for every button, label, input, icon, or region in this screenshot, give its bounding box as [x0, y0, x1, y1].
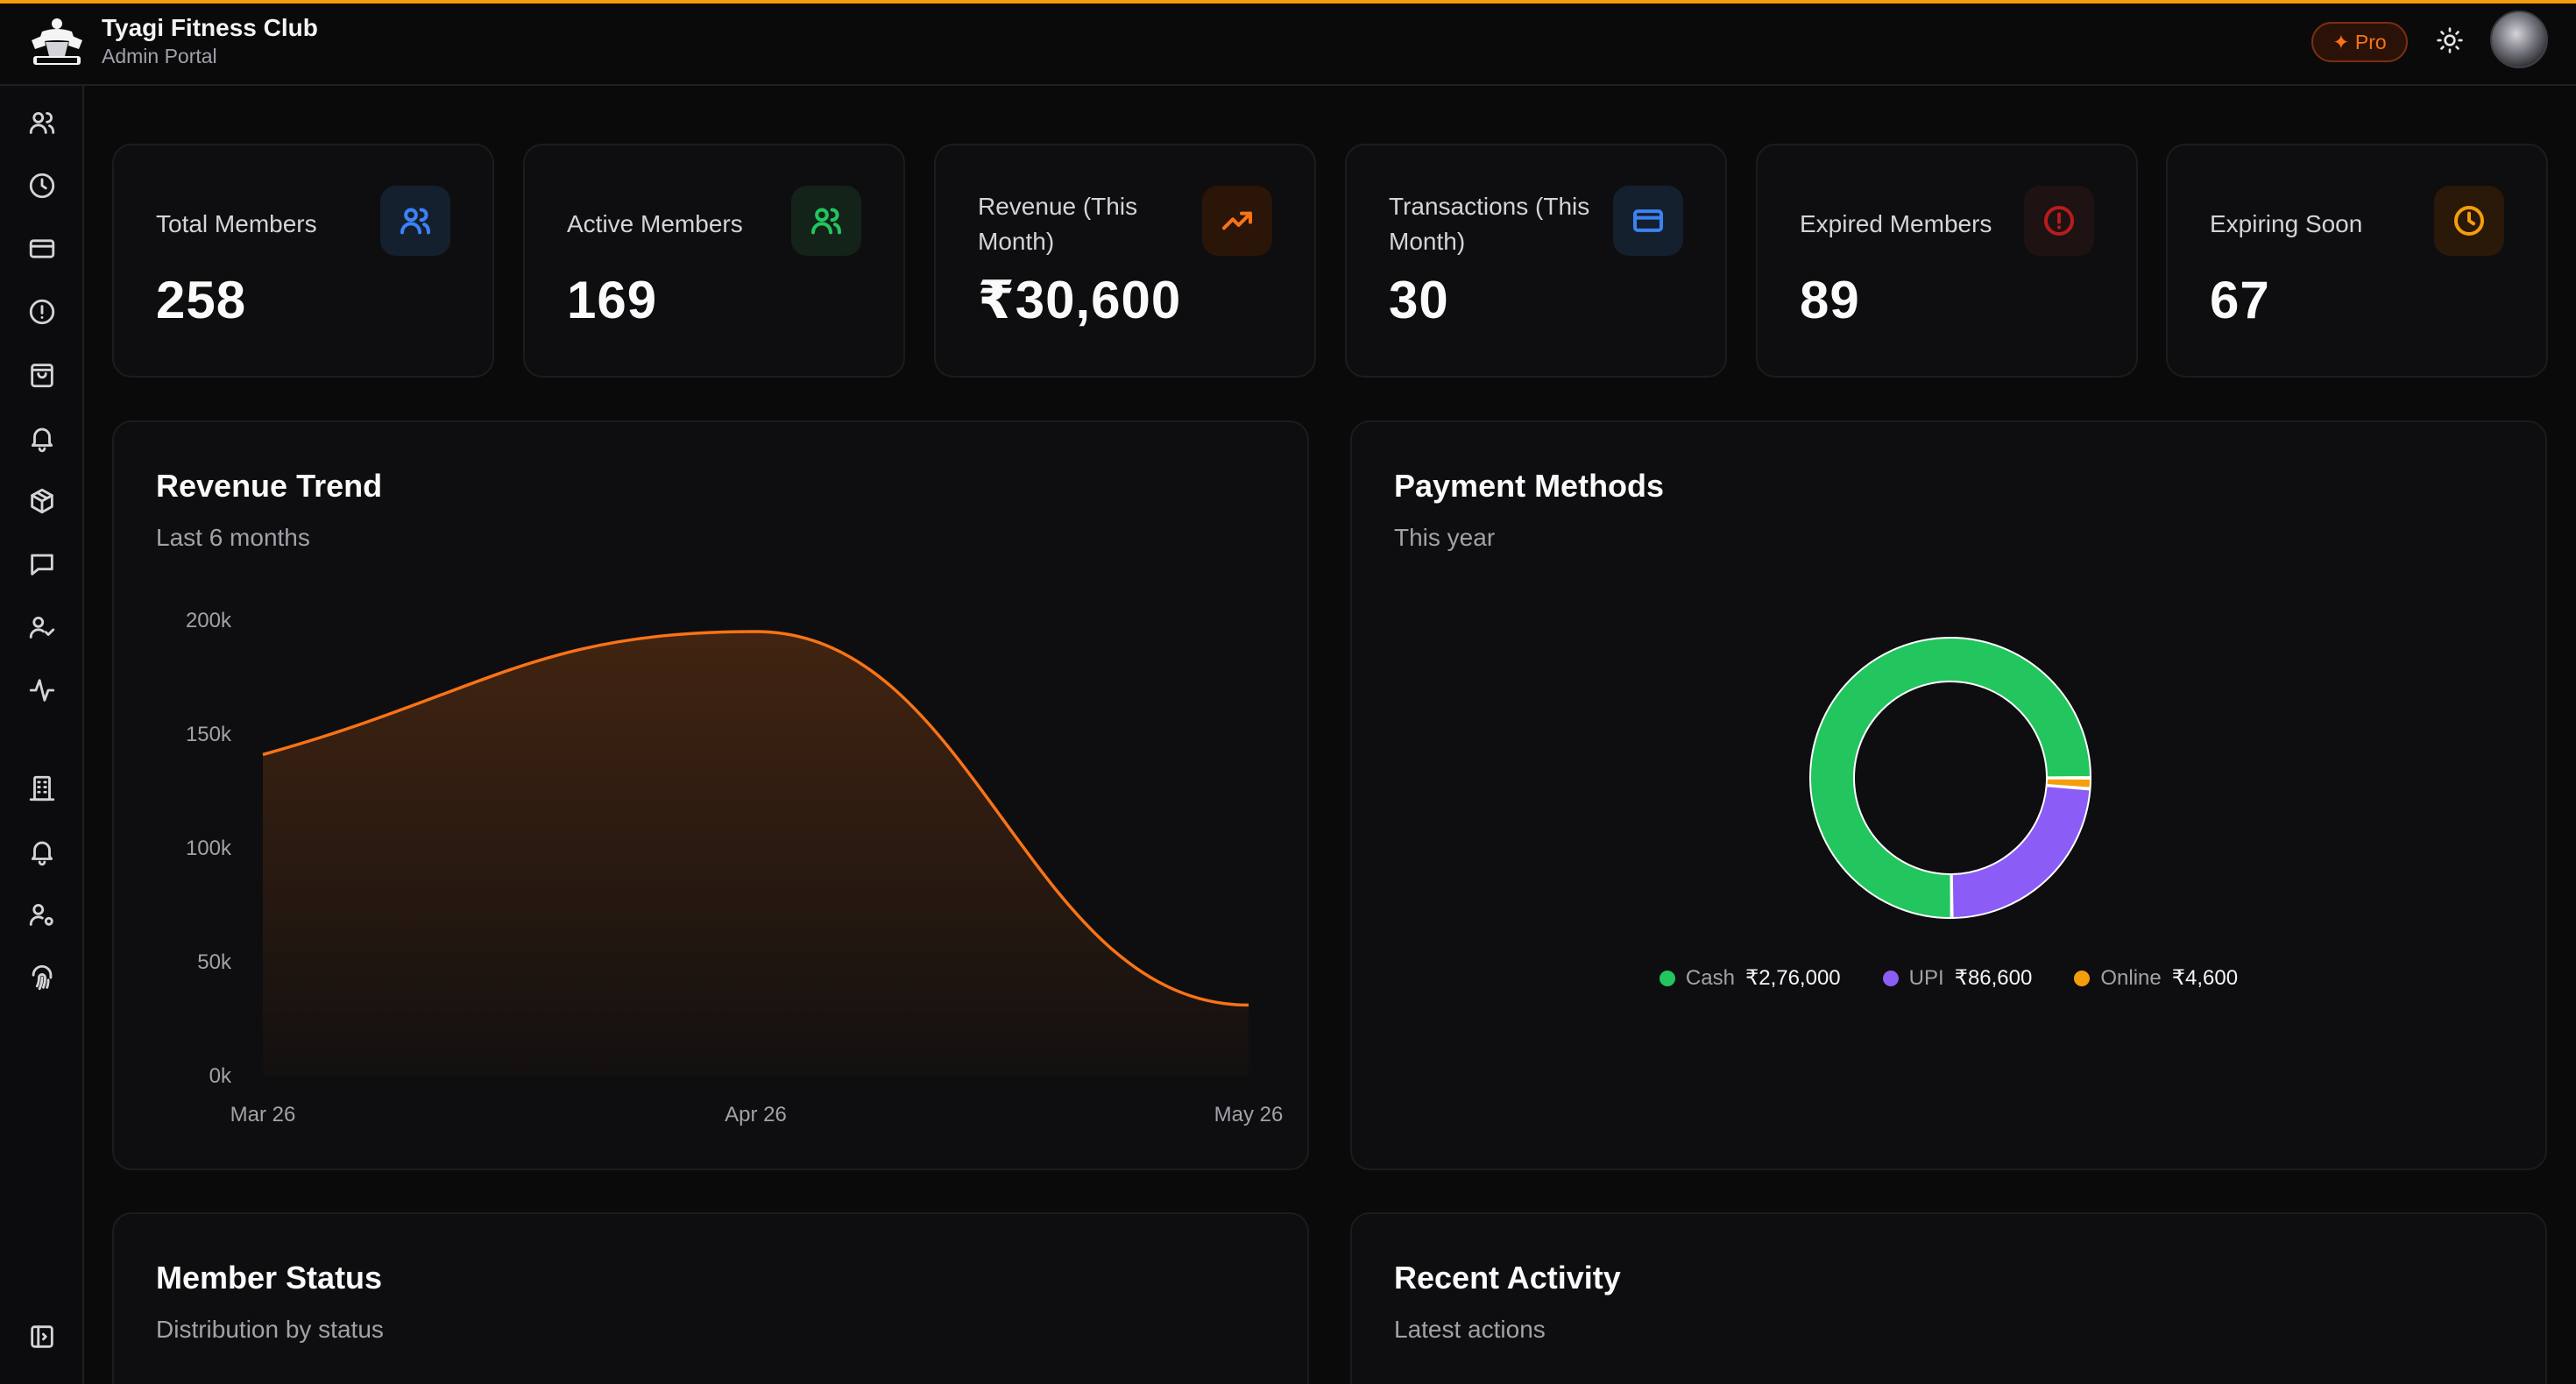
panel-toggle-icon[interactable] — [23, 1317, 61, 1356]
clock-icon — [2434, 186, 2504, 256]
card-title: Recent Activity — [1394, 1260, 1621, 1296]
legend-value: ₹2,76,000 — [1744, 966, 1841, 990]
card-title: Revenue Trend — [156, 468, 383, 504]
stat-card-active-members[interactable]: Active Members 169 — [523, 144, 905, 378]
alert-circle-icon — [2024, 186, 2094, 256]
gym-logo-icon[interactable] — [26, 16, 88, 70]
stat-card-expiring-soon[interactable]: Expiring Soon 67 — [2166, 144, 2548, 378]
package-icon[interactable] — [23, 482, 61, 520]
payment-donut-chart[interactable] — [1352, 422, 2549, 948]
card-subtitle: Distribution by status — [156, 1316, 384, 1343]
legend-label: UPI — [1908, 965, 1944, 990]
card-subtitle: Latest actions — [1394, 1316, 1546, 1343]
user-cog-icon[interactable] — [23, 895, 61, 934]
message-square-icon[interactable] — [23, 545, 61, 583]
shopping-bag-icon[interactable] — [23, 356, 61, 394]
sidebar — [0, 86, 84, 1384]
y-tick-label: 150k — [186, 723, 232, 746]
recent-activity-card: Recent Activity Latest actions — [1350, 1212, 2547, 1384]
users-icon[interactable] — [23, 103, 61, 142]
card-title: Member Status — [156, 1260, 383, 1296]
revenue-trend-card: Revenue Trend Last 6 months 0k 50k 100k 150… — [112, 420, 1309, 1170]
brand: Tyagi Fitness Club Admin Portal — [102, 12, 318, 68]
stat-label: Active Members — [567, 210, 743, 237]
legend-item-cash: Cash ₹2,76,000 — [1659, 965, 1841, 991]
activity-icon[interactable] — [23, 671, 61, 710]
legend-dot — [1659, 970, 1675, 986]
user-avatar[interactable] — [2490, 11, 2548, 68]
chart-legend: Cash ₹2,76,000 UPI ₹86,600 Online ₹4,600 — [1352, 965, 2545, 991]
card-title: Payment Methods — [1394, 468, 1665, 504]
legend-item-online: Online ₹4,600 — [2074, 965, 2238, 991]
y-tick-label: 50k — [197, 950, 232, 974]
stat-card-expired-members[interactable]: Expired Members 89 — [1756, 144, 2138, 378]
stat-card-transactions[interactable]: Transactions (This Month) 30 — [1345, 144, 1727, 378]
revenue-line — [262, 630, 1249, 1007]
top-bar: Tyagi Fitness Club Admin Portal ✦ Pro — [0, 0, 2576, 86]
card-subtitle: Last 6 months — [156, 524, 310, 551]
users-icon — [791, 186, 861, 256]
revenue-chart[interactable]: 0k 50k 100k 150k 200k Mar 26 Apr 26 May 26 — [114, 422, 1311, 1172]
legend-label: Cash — [1685, 965, 1735, 990]
card-subtitle: This year — [1394, 524, 1496, 551]
member-status-card: Member Status Distribution by status — [112, 1212, 1309, 1384]
donut-slice-cash[interactable] — [1809, 637, 2092, 920]
revenue-area — [263, 632, 1249, 1076]
stat-card-total-members[interactable]: Total Members 258 — [112, 144, 494, 378]
stat-label: Transactions (This Month) — [1389, 193, 1590, 255]
pro-badge[interactable]: ✦ Pro — [2311, 22, 2408, 62]
bell-icon[interactable] — [23, 419, 61, 457]
stat-value: 258 — [156, 271, 247, 329]
legend-dot — [2074, 970, 2091, 986]
x-tick-label: May 26 — [1214, 1103, 1284, 1126]
app-title: Tyagi Fitness Club — [102, 14, 318, 41]
user-check-icon[interactable] — [23, 608, 61, 646]
sun-icon[interactable] — [2431, 21, 2469, 60]
legend-item-upi: UPI ₹86,600 — [1882, 965, 2033, 991]
app-subtitle: Admin Portal — [102, 45, 217, 67]
stat-value: 67 — [2210, 271, 2270, 329]
legend-dot — [1882, 970, 1899, 986]
stat-label: Revenue (This Month) — [978, 193, 1138, 255]
legend-value: ₹86,600 — [1954, 966, 2033, 990]
stat-label: Total Members — [156, 210, 317, 237]
fingerprint-icon[interactable] — [23, 958, 61, 997]
y-tick-label: 100k — [186, 837, 232, 860]
users-icon — [380, 186, 450, 256]
stat-value: 89 — [1800, 271, 1860, 329]
trending-up-icon — [1202, 186, 1272, 256]
payment-methods-card: Payment Methods This year Cash ₹2,76,000… — [1350, 420, 2547, 1170]
y-tick-label: 0k — [209, 1064, 232, 1088]
donut-slice-upi[interactable] — [1950, 785, 2091, 919]
x-tick-label: Mar 26 — [230, 1103, 296, 1126]
stat-value: 30 — [1389, 271, 1449, 329]
building-icon[interactable] — [23, 769, 61, 808]
stat-label: Expiring Soon — [2210, 210, 2363, 237]
credit-card-icon[interactable] — [23, 229, 61, 268]
legend-value: ₹4,600 — [2171, 966, 2239, 990]
bell-icon[interactable] — [23, 832, 61, 871]
stat-value: 169 — [567, 271, 658, 329]
credit-card-icon — [1613, 186, 1683, 256]
donut-slice-online[interactable] — [2045, 777, 2092, 789]
x-tick-label: Apr 26 — [725, 1103, 787, 1126]
alert-circle-icon[interactable] — [23, 293, 61, 331]
stat-label: Expired Members — [1800, 210, 1992, 237]
stat-value: ₹30,600 — [978, 271, 1182, 329]
legend-label: Online — [2100, 965, 2162, 990]
y-tick-label: 200k — [186, 609, 232, 632]
clock-icon[interactable] — [23, 166, 61, 205]
stat-card-revenue[interactable]: Revenue (This Month) ₹30,600 — [934, 144, 1316, 378]
